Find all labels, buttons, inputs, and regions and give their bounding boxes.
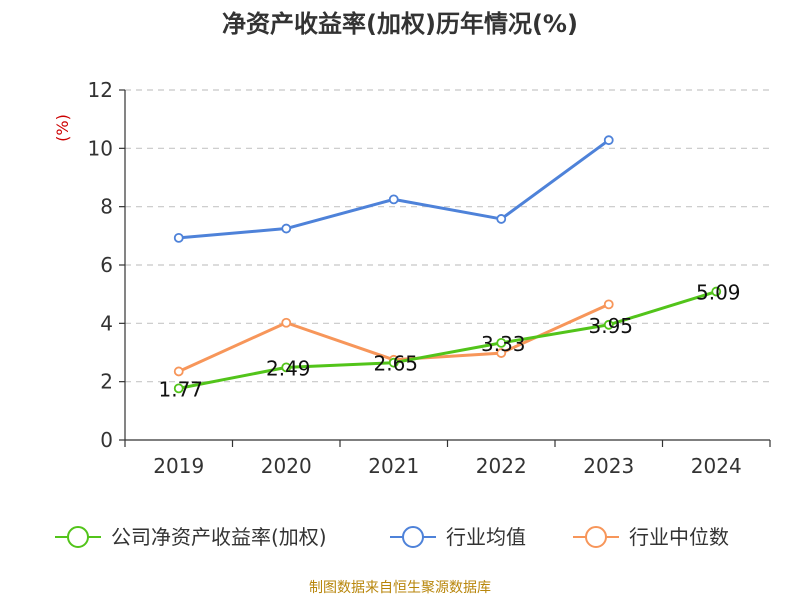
data-point[interactable] (281, 317, 292, 328)
y-tick-label: 6 (100, 253, 113, 277)
data-point[interactable] (281, 223, 292, 234)
legend-item[interactable]: 公司净资产收益率(加权) (55, 525, 327, 549)
data-point[interactable] (603, 299, 614, 310)
y-tick-label: 8 (100, 195, 113, 219)
data-label: 3.33 (481, 332, 526, 356)
y-tick-label: 10 (88, 136, 113, 160)
data-point[interactable] (603, 135, 614, 146)
legend-label: 行业均值 (446, 525, 526, 549)
data-point[interactable] (173, 383, 184, 394)
data-point[interactable] (388, 194, 399, 205)
x-tick-label: 2024 (691, 454, 742, 478)
data-point[interactable] (173, 232, 184, 243)
legend-label: 行业中位数 (629, 525, 729, 549)
y-tick-label: 4 (100, 311, 113, 335)
series-line (178, 290, 717, 390)
data-label: 2.49 (266, 356, 311, 380)
legend-circle-icon (67, 526, 89, 548)
legend-item[interactable]: 行业中位数 (573, 525, 729, 549)
x-tick-label: 2021 (368, 454, 419, 478)
axes: 0 2 4 6 8 10 12 2019 2020 2021 2022 2023 2024 (88, 78, 771, 478)
y-tick-label: 12 (88, 78, 113, 102)
legend-circle-icon (402, 526, 424, 548)
x-tick-label: 2022 (476, 454, 527, 478)
y-axis-unit-label: (%) (53, 114, 72, 142)
data-labels: 1.77 2.49 2.65 3.33 3.95 5.09 (158, 281, 740, 402)
data-point[interactable] (173, 366, 184, 377)
y-tick-label: 2 (100, 370, 113, 394)
legend-item[interactable]: 行业均值 (390, 525, 526, 549)
data-point[interactable] (496, 337, 507, 348)
legend-circle-icon (585, 526, 607, 548)
gridlines (125, 89, 770, 383)
legend-label: 公司净资产收益率(加权) (111, 525, 327, 549)
data-point[interactable] (711, 286, 722, 297)
x-tick-label: 2019 (153, 454, 204, 478)
data-point[interactable] (496, 348, 507, 358)
y-tick-label: 0 (100, 428, 113, 452)
legend: 公司净资产收益率(加权) 行业均值 行业中位数 (55, 525, 729, 549)
series-line (178, 138, 610, 240)
series-lines (173, 135, 722, 394)
data-point[interactable] (496, 214, 507, 224)
data-label: 1.77 (158, 377, 203, 401)
data-point[interactable] (603, 319, 614, 330)
data-point[interactable] (388, 357, 399, 368)
source-note: 制图数据来自恒生聚源数据库 (309, 580, 491, 596)
data-point[interactable] (281, 362, 292, 373)
x-tick-label: 2023 (583, 454, 634, 478)
data-label: 5.09 (696, 281, 741, 305)
x-tick-label: 2020 (261, 454, 312, 478)
data-label: 3.95 (588, 314, 633, 338)
chart-title: 净资产收益率(加权)历年情况(%) (222, 10, 578, 38)
data-label: 2.65 (373, 352, 418, 376)
